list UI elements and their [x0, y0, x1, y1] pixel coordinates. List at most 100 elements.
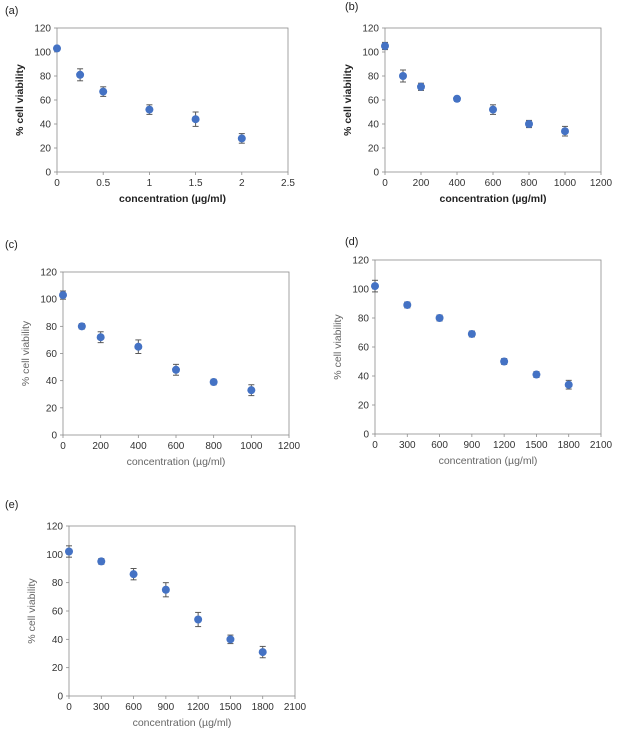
- y-tick-label: 20: [46, 403, 58, 414]
- panel-label: (e): [5, 499, 18, 511]
- y-tick-label: 60: [40, 96, 52, 107]
- x-axis-title: concentration (µg/ml): [119, 193, 226, 205]
- x-tick-label: 1500: [525, 440, 548, 451]
- x-tick-label: 2100: [590, 440, 613, 451]
- x-tick-label: 600: [168, 441, 185, 452]
- data-point: [403, 300, 412, 309]
- plot-frame: [56, 27, 289, 173]
- x-tick-label: 0: [54, 178, 60, 189]
- x-axis-title: concentration (µg/ml): [439, 455, 538, 467]
- data-point: [129, 570, 138, 579]
- y-tick-label: 60: [368, 96, 380, 107]
- y-tick-label: 20: [358, 401, 370, 412]
- data-point: [145, 105, 154, 114]
- x-tick-label: 600: [125, 702, 142, 713]
- panel-label: (d): [345, 236, 358, 248]
- x-tick-label: 600: [431, 440, 448, 451]
- data-point: [399, 72, 407, 80]
- y-axis-title: % cell viability: [20, 320, 32, 386]
- y-tick-label: 40: [368, 120, 380, 131]
- y-tick-label: 40: [40, 120, 52, 131]
- x-tick-label: 1000: [240, 441, 263, 452]
- x-tick-label: 1.5: [189, 178, 203, 189]
- y-tick-label: 100: [40, 295, 57, 306]
- x-axis-title: concentration (µg/ml): [440, 193, 547, 205]
- x-axis-title: concentration (µg/ml): [133, 717, 232, 729]
- y-tick-label: 80: [46, 322, 58, 333]
- data-point: [247, 386, 256, 395]
- y-tick-label: 20: [368, 144, 380, 155]
- y-tick-label: 0: [363, 430, 369, 441]
- x-tick-label: 2.5: [281, 178, 295, 189]
- x-tick-label: 1200: [590, 178, 613, 189]
- data-point: [561, 127, 569, 136]
- plot-frame: [68, 525, 296, 697]
- y-tick-label: 120: [362, 24, 379, 35]
- plot-frame: [374, 259, 602, 435]
- x-tick-label: 400: [130, 441, 147, 452]
- y-tick-label: 20: [40, 144, 52, 155]
- data-point: [489, 105, 497, 114]
- data-point: [381, 42, 389, 50]
- plot-frame: [62, 271, 290, 436]
- chart-panel-a: (a) 0 20 40 60 80 100 120 0 0.5 1 1.5 2 2.5 concentrat…: [5, 5, 295, 205]
- y-tick-label: 60: [46, 349, 58, 360]
- panel-label: (c): [5, 239, 18, 251]
- y-tick-label: 20: [52, 663, 64, 674]
- data-point: [371, 282, 379, 291]
- x-tick-label: 1200: [187, 702, 210, 713]
- x-tick-label: 1200: [493, 440, 516, 451]
- y-tick-label: 100: [46, 550, 63, 561]
- x-tick-label: 400: [449, 178, 466, 189]
- data-point: [417, 82, 425, 91]
- y-tick-label: 120: [40, 268, 57, 279]
- y-tick-label: 80: [52, 578, 64, 589]
- x-tick-label: 0.5: [96, 178, 110, 189]
- x-tick-label: 1000: [554, 178, 577, 189]
- data-point: [532, 370, 541, 379]
- x-tick-label: 2: [239, 178, 245, 189]
- y-tick-label: 40: [46, 376, 58, 387]
- y-tick-label: 80: [40, 72, 52, 83]
- y-tick-label: 60: [52, 607, 64, 618]
- data-point: [435, 314, 444, 322]
- y-tick-label: 100: [352, 285, 369, 296]
- x-tick-label: 2100: [284, 702, 307, 713]
- x-tick-label: 600: [485, 178, 502, 189]
- x-tick-label: 0: [372, 440, 378, 451]
- data-point: [134, 342, 143, 351]
- data-point: [209, 378, 218, 387]
- x-tick-label: 200: [92, 441, 109, 452]
- y-tick-label: 80: [358, 314, 370, 325]
- data-point: [161, 585, 170, 594]
- data-point: [500, 357, 509, 366]
- data-point: [65, 547, 73, 556]
- x-tick-label: 1800: [252, 702, 275, 713]
- y-tick-label: 80: [368, 72, 380, 83]
- data-point: [191, 115, 200, 124]
- data-point: [258, 648, 267, 657]
- data-point: [96, 333, 105, 342]
- x-tick-label: 0: [382, 178, 388, 189]
- data-point: [53, 44, 61, 53]
- x-tick-label: 800: [521, 178, 538, 189]
- x-tick-label: 1800: [558, 440, 581, 451]
- y-tick-label: 120: [352, 256, 369, 267]
- data-point: [77, 322, 86, 331]
- x-tick-label: 1500: [219, 702, 242, 713]
- data-point: [564, 380, 573, 389]
- data-point: [172, 365, 180, 374]
- y-tick-label: 120: [34, 24, 51, 35]
- x-axis-title: concentration (µg/ml): [127, 456, 226, 468]
- y-tick-label: 0: [373, 168, 379, 179]
- x-tick-label: 800: [205, 441, 222, 452]
- data-point: [237, 134, 246, 143]
- data-point: [59, 291, 67, 300]
- data-point: [99, 87, 108, 96]
- x-tick-label: 300: [399, 440, 416, 451]
- data-point: [97, 557, 106, 566]
